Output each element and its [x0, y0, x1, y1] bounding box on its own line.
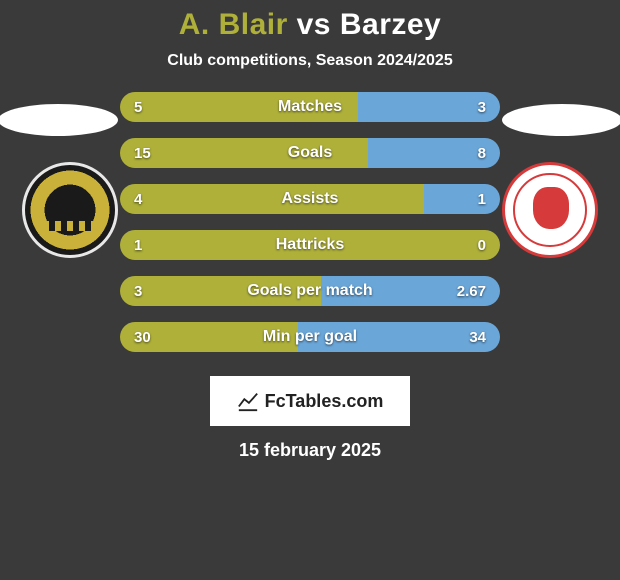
comparison-card: A. Blair vs Barzey Club competitions, Se…: [0, 0, 620, 461]
player2-club-badge: [502, 162, 598, 258]
stat-bars: Matches53 Goals158 Assists41 Hattricks10 Goa…: [120, 92, 500, 352]
subtitle: Club competitions, Season 2024/2025: [0, 52, 620, 70]
stat-bar-left: [120, 92, 358, 122]
chart-icon: [237, 390, 259, 412]
stat-bar-right: [321, 276, 500, 306]
stat-bar-right: [424, 184, 500, 214]
stat-bar-left: [120, 230, 500, 260]
stat-row: Min per goal3034: [120, 322, 500, 352]
stat-row: Assists41: [120, 184, 500, 214]
stat-bar-left: [120, 276, 321, 306]
main-area: Matches53 Goals158 Assists41 Hattricks10 Goa…: [0, 92, 620, 352]
stat-bar-left: [120, 184, 424, 214]
date-label: 15 february 2025: [0, 440, 620, 461]
vs-label: vs: [297, 8, 331, 41]
player1-club-badge: [22, 162, 118, 258]
brand-logo[interactable]: FcTables.com: [210, 376, 410, 426]
stat-row: Goals per match32.67: [120, 276, 500, 306]
brand-label: FcTables.com: [265, 391, 384, 412]
stat-bar-right: [368, 138, 500, 168]
stat-bar-right: [298, 322, 500, 352]
stat-row: Goals158: [120, 138, 500, 168]
stat-bar-left: [120, 138, 368, 168]
stat-bar-right: [358, 92, 501, 122]
stat-bar-left: [120, 322, 298, 352]
player1-platform: [0, 104, 118, 136]
stat-row: Hattricks10: [120, 230, 500, 260]
stat-row: Matches53: [120, 92, 500, 122]
page-title: A. Blair vs Barzey: [0, 8, 620, 42]
player2-platform: [502, 104, 620, 136]
player2-name: Barzey: [340, 8, 441, 41]
player1-name: A. Blair: [179, 8, 288, 41]
